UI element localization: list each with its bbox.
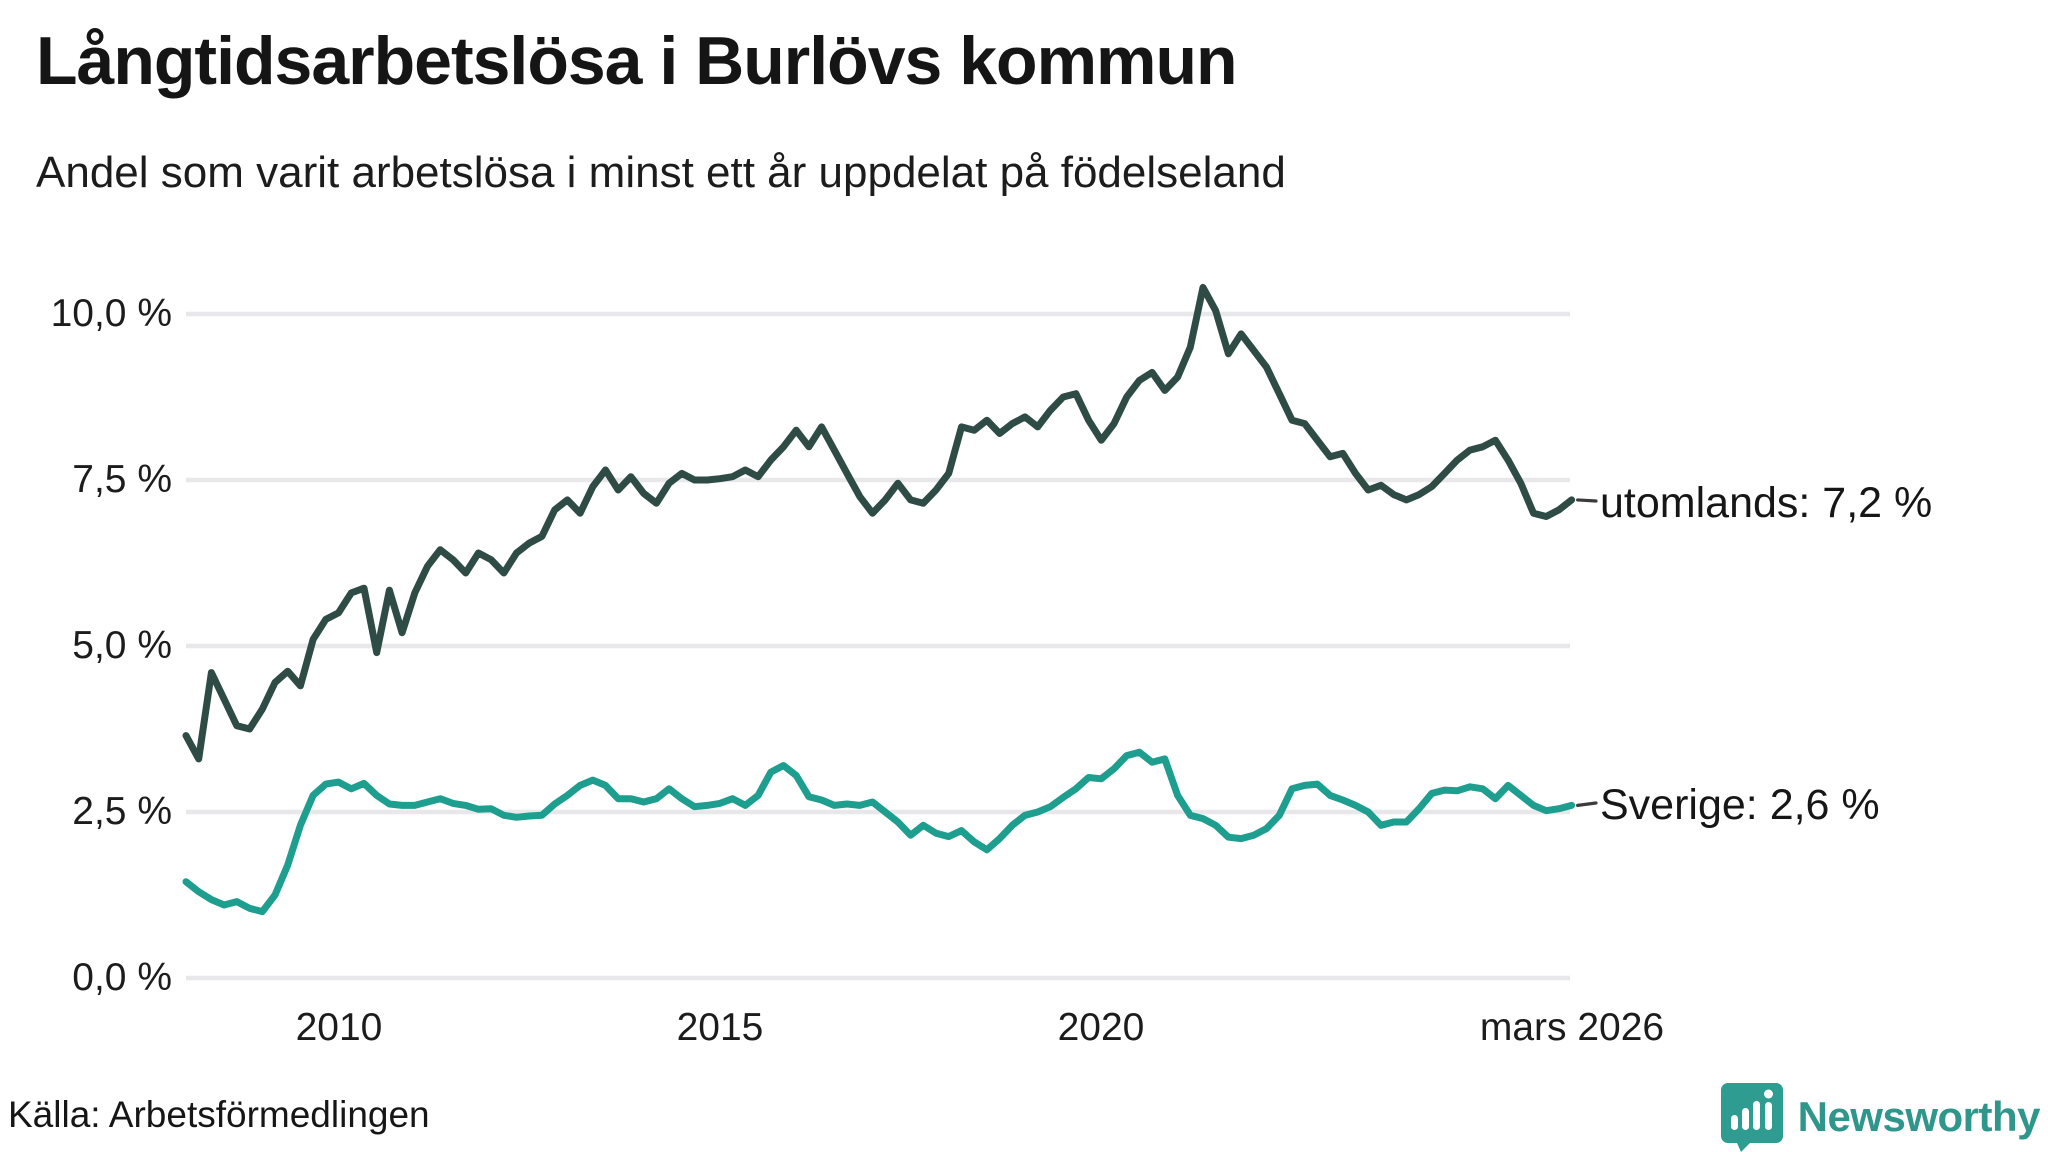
newsworthy-wordmark: Newsworthy	[1797, 1093, 2041, 1140]
source-attribution: Källa: Arbetsförmedlingen	[8, 1094, 430, 1135]
page-title: Långtidsarbetslösa i Burlövs kommun	[36, 23, 1238, 99]
newsworthy-chart-bubble-icon	[1720, 1083, 1783, 1152]
y-axis-tick-0: 0,0 %	[72, 956, 172, 999]
page-subtitle: Andel som varit arbetslösa i minst ett å…	[36, 148, 1286, 197]
x-axis-tick-2015: 2015	[676, 1006, 764, 1049]
series-end-label-sverige: Sverige: 2,6 %	[1600, 781, 1880, 829]
x-axis-tick-mars-2026: mars 2026	[1479, 1006, 1665, 1049]
y-axis-tick-5: 5,0 %	[72, 624, 172, 667]
y-axis-tick-10: 10,0 %	[50, 292, 172, 335]
x-axis-tick-2010: 2010	[295, 1006, 383, 1049]
newsworthy-logo: Newsworthy	[1720, 1082, 2041, 1152]
x-axis-tick-2020: 2020	[1057, 1006, 1145, 1049]
y-axis-tick-2-5: 2,5 %	[72, 790, 172, 833]
y-axis-tick-7-5: 7,5 %	[72, 458, 172, 501]
series-end-label-utomlands: utomlands: 7,2 %	[1600, 479, 1933, 527]
